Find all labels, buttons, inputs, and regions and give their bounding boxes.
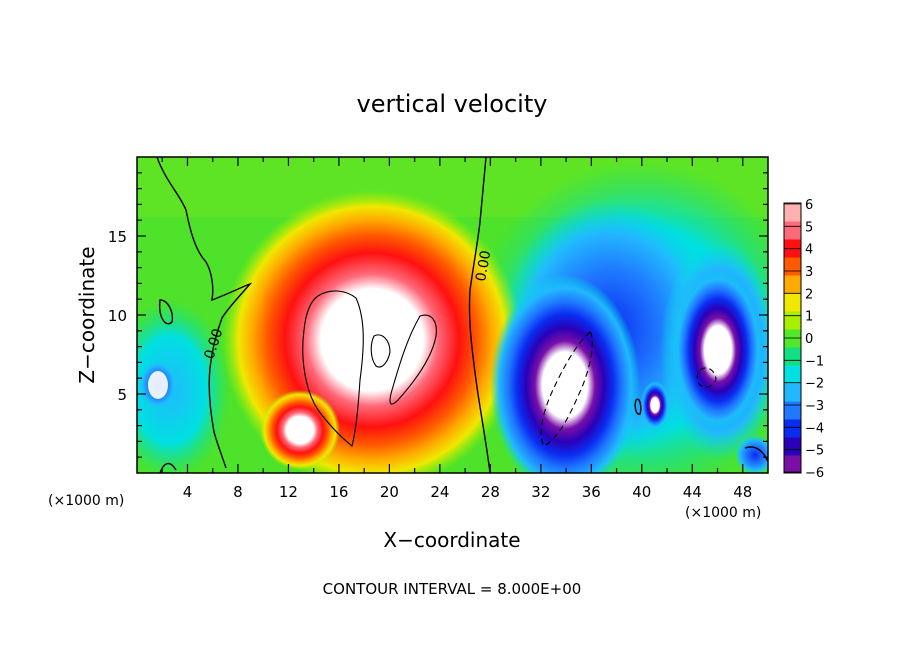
colorbar-segment [784, 365, 801, 384]
zero-contour-left [156, 157, 253, 469]
colorbar-tick-label: 3 [805, 265, 813, 280]
colorbar: 6 5 4 3 2 1 0 −1 −2 −3 −4 −5 −6 [783, 198, 824, 481]
colorbar-segment [784, 293, 801, 312]
colorbar-segment [784, 257, 801, 276]
chart-title: vertical velocity [357, 90, 548, 118]
colorbar-tick-label: −3 [805, 399, 824, 414]
colorbar-segment [784, 383, 801, 402]
y-axis-title: Z−coordinate [75, 246, 99, 383]
downdraft-core-c [641, 381, 669, 429]
zero-contour-right [468, 157, 491, 473]
downdraft-core-d [148, 371, 168, 399]
colorbar-tick-label: 4 [805, 243, 813, 258]
x-scale-note-right: (×1000 m) [685, 505, 761, 521]
colorbar-segment [784, 437, 801, 456]
x-axis-title: X−coordinate [383, 528, 520, 552]
x-tick-label: 4 [183, 483, 193, 501]
colorbar-segment [784, 419, 801, 438]
colorbar-tick-label: −1 [805, 354, 824, 369]
downdraft-core-a [490, 275, 640, 473]
updraft-contour [302, 290, 364, 447]
colorbar-segment [784, 347, 801, 366]
colorbar-segment [784, 203, 801, 222]
contour-interval-note: CONTOUR INTERVAL = 8.000E+00 [323, 580, 582, 598]
colorbar-tick-label: 5 [805, 220, 813, 235]
colorbar-segment [784, 455, 801, 474]
colorbar-segment [784, 311, 801, 330]
x-tick-label: 40 [632, 483, 651, 501]
plot-area: 0.00 0.00 [137, 157, 768, 473]
colorbar-tick-label: −6 [805, 466, 824, 481]
colorbar-tick-label: −5 [805, 444, 824, 459]
x-tick-label: 28 [481, 483, 500, 501]
contour-label-right: 0.00 [473, 249, 494, 282]
x-tick-label: 48 [733, 483, 752, 501]
colorbar-segment [784, 401, 801, 420]
colorbar-tick-label: 2 [805, 287, 813, 302]
y-tick-label: 5 [117, 386, 127, 404]
x-tick-label: 20 [380, 483, 399, 501]
x-tick-label: 24 [430, 483, 449, 501]
colorbar-tick-label: 1 [805, 310, 813, 325]
x-scale-note-left: (×1000 m) [48, 493, 124, 509]
downdraft-core-b [673, 270, 763, 430]
y-axis: 5 10 15 [108, 172, 768, 458]
left-cyan-region [137, 300, 230, 473]
x-tick-label: 44 [683, 483, 702, 501]
x-tick-label: 36 [582, 483, 601, 501]
colorbar-tick-label: 0 [805, 332, 813, 347]
y-tick-label: 10 [108, 307, 127, 325]
colorbar-tick-label: −4 [805, 421, 824, 436]
colorbar-segment [784, 275, 801, 294]
x-tick-label: 8 [233, 483, 243, 501]
x-axis: 4 8 12 16 20 24 28 32 36 40 44 48 [161, 157, 752, 501]
x-tick-label: 12 [279, 483, 298, 501]
colorbar-segment [784, 239, 801, 258]
y-tick-label: 15 [108, 228, 127, 246]
x-tick-label: 32 [531, 483, 550, 501]
colorbar-tick-label: 6 [805, 198, 813, 213]
colorbar-segment [784, 221, 801, 240]
x-tick-label: 16 [329, 483, 348, 501]
colorbar-tick-label: −2 [805, 377, 824, 392]
